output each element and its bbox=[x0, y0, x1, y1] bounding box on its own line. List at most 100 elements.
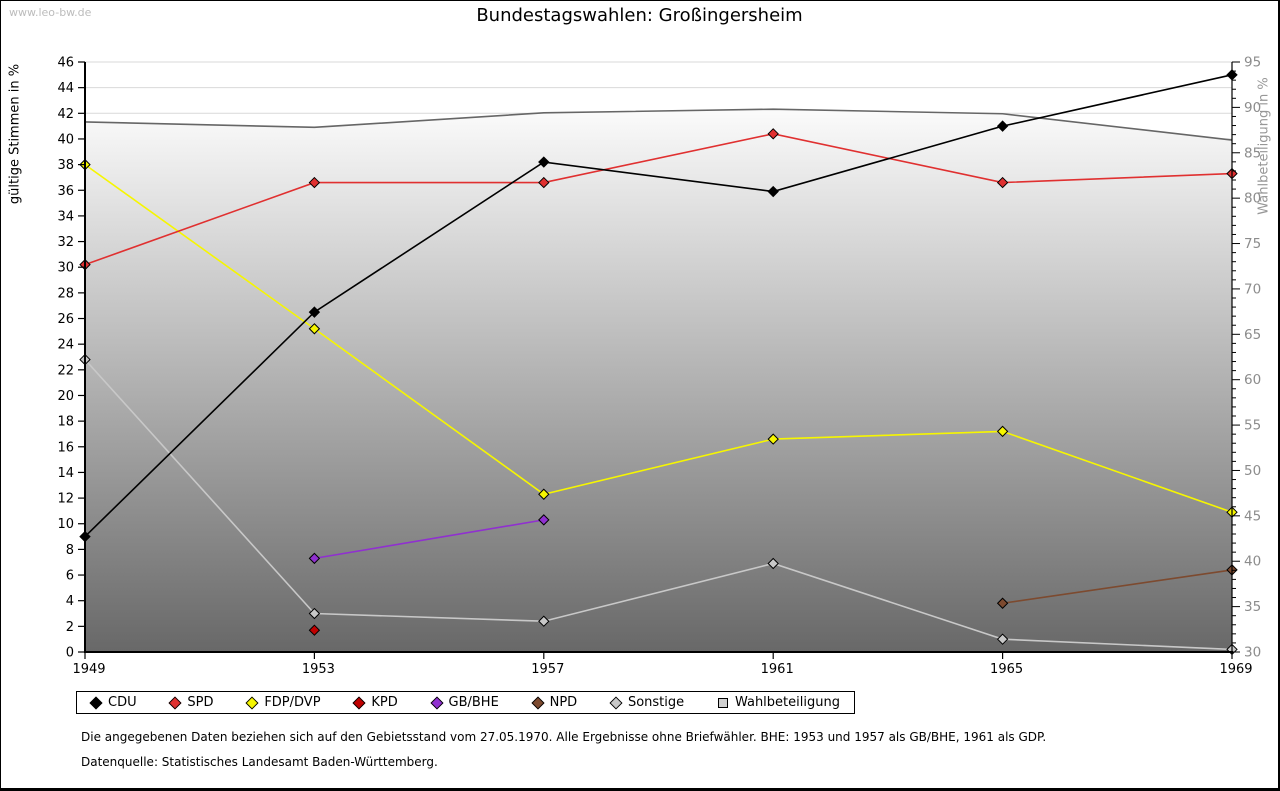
left-tick-label: 0 bbox=[66, 646, 74, 661]
right-tick-label: 75 bbox=[1244, 236, 1261, 252]
left-tick-label: 30 bbox=[57, 261, 74, 276]
x-tick-label: 1949 bbox=[72, 662, 105, 677]
data-point-CDU bbox=[538, 156, 550, 168]
legend-diamond-icon bbox=[89, 695, 103, 710]
data-point-Sonstige bbox=[538, 615, 550, 627]
right-tick-label: 50 bbox=[1244, 463, 1261, 479]
turnout-area bbox=[85, 109, 1232, 652]
left-tick-label: 32 bbox=[57, 235, 74, 250]
legend-label: FDP/DVP bbox=[264, 695, 321, 710]
left-tick-label: 36 bbox=[57, 184, 74, 199]
legend-label: SPD bbox=[187, 695, 214, 710]
left-tick-label: 8 bbox=[66, 543, 74, 558]
left-tick-label: 42 bbox=[57, 107, 74, 122]
data-point-FDP/DVP bbox=[308, 323, 321, 335]
legend-square-icon bbox=[717, 697, 728, 708]
left-tick-label: 18 bbox=[57, 415, 74, 430]
left-tick-label: 6 bbox=[66, 569, 74, 584]
x-tick-label: 1957 bbox=[531, 662, 564, 677]
legend-item-GB/BHE: GB/BHE bbox=[430, 695, 499, 710]
data-point-GB/BHE bbox=[538, 514, 550, 526]
right-tick-label: 45 bbox=[1244, 508, 1261, 524]
series-line-GB/BHE bbox=[314, 519, 544, 560]
series-line-SPD bbox=[84, 133, 1233, 266]
legend-item-Wahlbeteiligung: Wahlbeteiligung bbox=[717, 695, 840, 710]
legend-label: CDU bbox=[108, 695, 137, 710]
legend-item-FDP/DVP: FDP/DVP bbox=[245, 695, 321, 710]
series-line-FDP/DVP bbox=[84, 163, 1233, 513]
right-tick-label: 90 bbox=[1244, 100, 1261, 116]
data-point-GB/BHE bbox=[308, 552, 321, 565]
right-tick-label: 55 bbox=[1244, 418, 1261, 434]
legend-diamond-icon bbox=[609, 695, 623, 710]
left-tick-label: 20 bbox=[57, 389, 74, 404]
left-tick-label: 40 bbox=[57, 132, 74, 147]
data-point-Sonstige bbox=[308, 607, 321, 620]
chart-legend: CDU SPD FDP/DVP KPD GB/BHE NPD Sonstige Wahlbet… bbox=[76, 691, 855, 714]
legend-diamond-icon bbox=[531, 695, 545, 710]
x-tick-label: 1965 bbox=[990, 662, 1023, 677]
site-watermark: www.leo-bw.de bbox=[9, 6, 92, 19]
right-tick-label: 85 bbox=[1244, 145, 1261, 161]
legend-item-SPD: SPD bbox=[168, 695, 214, 710]
right-tick-label: 30 bbox=[1244, 645, 1261, 661]
data-point-FDP/DVP bbox=[767, 433, 779, 445]
series-line-NPD bbox=[1002, 569, 1233, 605]
page-title: Bundestagswahlen: Großingersheim bbox=[476, 5, 803, 26]
legend-item-KPD: KPD bbox=[352, 695, 398, 710]
data-point-SPD bbox=[538, 176, 550, 189]
legend-item-Sonstige: Sonstige bbox=[609, 695, 685, 710]
legend-label: Sonstige bbox=[627, 695, 685, 710]
data-point-Sonstige bbox=[767, 557, 779, 570]
right-tick-label: 95 bbox=[1244, 55, 1261, 71]
data-point-KPD bbox=[308, 624, 321, 636]
left-tick-label: 46 bbox=[57, 56, 74, 71]
left-tick-label: 22 bbox=[57, 363, 74, 378]
x-tick-label: 1961 bbox=[761, 662, 794, 677]
legend-diamond-icon bbox=[168, 695, 182, 710]
data-point-SPD bbox=[767, 128, 779, 140]
legend-label: Wahlbeteiligung bbox=[734, 695, 840, 710]
left-tick-label: 14 bbox=[57, 466, 74, 481]
footnote-data-basis: Die angegebenen Daten beziehen sich auf … bbox=[81, 730, 1047, 744]
data-point-FDP/DVP bbox=[996, 425, 1009, 438]
data-point-CDU bbox=[767, 185, 779, 198]
legend-label: NPD bbox=[549, 695, 578, 710]
right-tick-label: 70 bbox=[1244, 281, 1261, 297]
right-tick-label: 65 bbox=[1244, 327, 1261, 343]
right-tick-label: 40 bbox=[1244, 554, 1261, 570]
data-point-FDP/DVP bbox=[538, 488, 550, 500]
data-point-CDU bbox=[996, 120, 1009, 132]
data-point-NPD bbox=[996, 597, 1009, 609]
legend-item-CDU: CDU bbox=[89, 695, 137, 710]
x-tick-label: 1969 bbox=[1219, 662, 1252, 677]
data-point-CDU bbox=[308, 306, 321, 318]
legend-diamond-icon bbox=[430, 695, 444, 710]
x-tick-label: 1953 bbox=[302, 662, 335, 677]
left-tick-label: 16 bbox=[57, 440, 74, 455]
left-tick-label: 12 bbox=[57, 492, 74, 507]
footnote-data-source: Datenquelle: Statistisches Landesamt Bad… bbox=[81, 755, 438, 769]
left-tick-label: 34 bbox=[57, 209, 74, 224]
left-tick-label: 2 bbox=[66, 620, 74, 635]
left-tick-label: 24 bbox=[57, 338, 74, 353]
legend-item-NPD: NPD bbox=[531, 695, 578, 710]
data-point-Sonstige bbox=[996, 633, 1009, 645]
legend-label: KPD bbox=[371, 695, 398, 710]
left-tick-label: 10 bbox=[57, 517, 74, 532]
left-tick-label: 4 bbox=[66, 594, 74, 609]
left-tick-label: 38 bbox=[57, 158, 74, 173]
legend-diamond-icon bbox=[245, 695, 259, 710]
series-line-Sonstige bbox=[84, 359, 1233, 651]
legend-label: GB/BHE bbox=[448, 695, 499, 710]
data-point-SPD bbox=[996, 176, 1009, 189]
left-tick-label: 44 bbox=[57, 81, 74, 96]
right-tick-label: 60 bbox=[1244, 372, 1261, 388]
legend-diamond-icon bbox=[352, 695, 366, 710]
left-tick-label: 28 bbox=[57, 286, 74, 301]
right-tick-label: 35 bbox=[1244, 599, 1261, 615]
left-tick-label: 26 bbox=[57, 312, 74, 327]
data-point-SPD bbox=[308, 176, 321, 189]
